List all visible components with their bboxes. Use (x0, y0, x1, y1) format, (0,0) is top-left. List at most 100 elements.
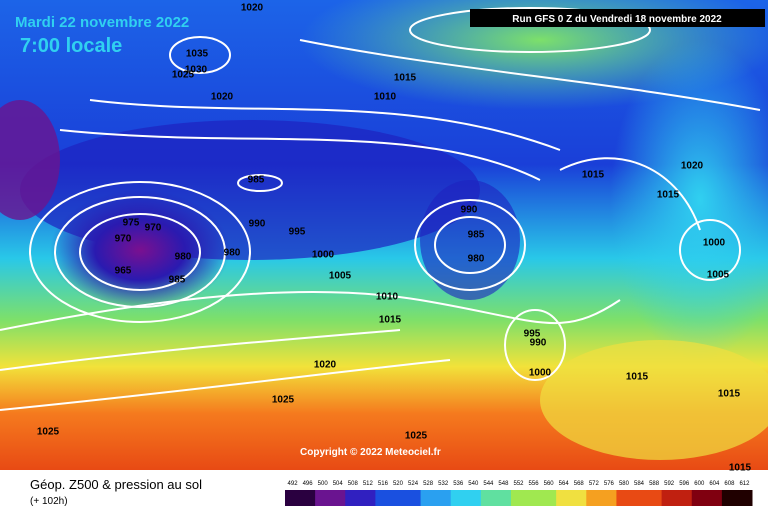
run-box (470, 9, 765, 27)
isobar-label: 985 (468, 230, 485, 241)
isobar-label: 1010 (376, 292, 399, 303)
isobar-label: 1015 (718, 389, 741, 400)
isobar-label: 990 (530, 338, 547, 349)
colorbar-swatch (601, 490, 617, 506)
isobar-label: 980 (175, 252, 192, 263)
colorbar-label: 536 (453, 481, 464, 487)
colorbar-label: 512 (363, 481, 374, 487)
isobar-label: 1005 (329, 271, 352, 282)
colorbar-swatch (646, 490, 663, 506)
isobar-label: 980 (224, 248, 241, 259)
colorbar-label: 564 (559, 481, 570, 487)
isobar-label: 1020 (241, 3, 264, 14)
colorbar-label: 492 (288, 481, 299, 487)
isobar-label: 1000 (703, 238, 726, 249)
isobar-label: 970 (115, 234, 132, 245)
colorbar-label: 580 (619, 481, 630, 487)
colorbar-label: 540 (468, 481, 479, 487)
isobar-label: 995 (524, 329, 541, 340)
colorbar: 492 496 500 504 508 512 516 520 524 528 532 536 540 5… (285, 481, 753, 506)
colorbar-label: 584 (634, 481, 645, 487)
isobar-label: 985 (248, 175, 265, 186)
colorbar-label: 556 (529, 481, 540, 487)
isobars (0, 7, 761, 411)
isobar-label: 1020 (681, 161, 704, 172)
colorbar-swatch (405, 490, 422, 506)
isobar-label: 975 (123, 218, 140, 229)
low-pressure (50, 190, 230, 310)
colorbar-swatch (480, 490, 497, 506)
colorbar-label: 612 (739, 481, 750, 487)
isobar-label: 980 (468, 254, 485, 265)
isobar-label: 1015 (582, 170, 605, 181)
colorbar-swatch (390, 490, 407, 506)
colorbar-swatch (556, 490, 572, 506)
colorbar-label: 596 (679, 481, 690, 487)
isobar-label: 1005 (707, 270, 730, 281)
field (540, 340, 768, 460)
colorbar-swatch (435, 490, 452, 506)
colorbar-label: 504 (333, 481, 344, 487)
colorbar-label: 608 (724, 481, 735, 487)
isobar-label: 1030 (185, 65, 208, 76)
colorbar-label: 524 (408, 481, 419, 487)
isobar-label: 1015 (626, 372, 649, 383)
isobar-label: 1020 (211, 92, 234, 103)
colorbar-swatch (510, 490, 527, 506)
colorbar-swatch (285, 490, 301, 506)
colorbar-swatch (420, 490, 437, 506)
map-time: 7:00 locale (20, 35, 122, 57)
colorbar-swatch (541, 490, 557, 506)
isobar-label: 985 (169, 275, 186, 286)
colorbar-swatch (450, 490, 467, 506)
isobar-label: 1015 (729, 463, 752, 474)
isobar-label: 1010 (374, 92, 397, 103)
colorbar-label: 600 (694, 481, 705, 487)
colorbar-swatch (375, 490, 391, 506)
isobar-label: 1025 (405, 431, 428, 442)
footer-lead: (+ 102h) (30, 496, 68, 507)
isobar-label: 965 (115, 266, 132, 277)
colorbar-label: 568 (574, 481, 585, 487)
isobar-label: 1025 (37, 427, 60, 438)
colorbar-label: 572 (589, 481, 600, 487)
colorbar-swatch (736, 490, 753, 506)
isobar-label: 1035 (186, 49, 209, 60)
colorbar-swatch (631, 490, 648, 506)
colorbar-swatch (676, 490, 693, 506)
colorbar-label: 604 (709, 481, 720, 487)
isobar-label: 1000 (529, 368, 552, 379)
isobar-label: 990 (249, 219, 266, 230)
copyright: Copyright © 2022 Meteociel.fr (300, 447, 441, 458)
colorbar-swatch (360, 490, 376, 506)
isobar-label: 995 (289, 227, 306, 238)
low-pressure (0, 100, 60, 220)
colorbar-swatch (616, 490, 632, 506)
colorbar-label: 528 (423, 481, 434, 487)
colorbar-label: 560 (544, 481, 555, 487)
colorbar-swatch (315, 490, 331, 506)
isobar-label: 1015 (657, 190, 680, 201)
colorbar-swatch (706, 490, 723, 506)
isobar-label: 1020 (314, 360, 337, 371)
isobar-label: 1000 (312, 250, 335, 261)
isobar-label: 990 (461, 205, 478, 216)
colorbar-swatch (465, 490, 482, 506)
colorbar-label: 552 (513, 481, 524, 487)
colorbar-label: 516 (378, 481, 389, 487)
colorbar-label: 588 (649, 481, 660, 487)
colorbar-swatch (721, 490, 738, 506)
colorbar-label: 544 (483, 481, 494, 487)
colorbar-label: 548 (498, 481, 509, 487)
colorbar-swatch (300, 490, 316, 506)
field (610, 40, 768, 360)
colorbar-label: 508 (348, 481, 359, 487)
colorbar-swatch (691, 490, 708, 506)
colorbar-swatch (345, 490, 361, 506)
colorbar-swatch (330, 490, 346, 506)
colorbar-label: 576 (604, 481, 615, 487)
colorbar-label: 520 (393, 481, 404, 487)
